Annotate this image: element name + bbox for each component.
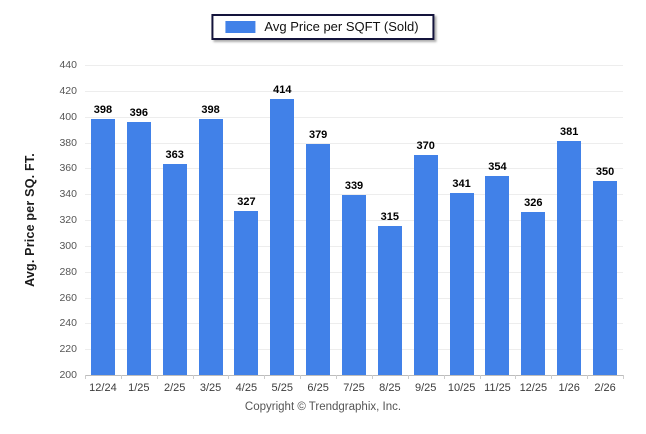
y-tick-label: 260 xyxy=(59,291,77,304)
y-tick-label: 400 xyxy=(59,110,77,123)
y-axis-title: Avg. Price per SQ. FT. xyxy=(23,153,37,287)
y-tick-label: 380 xyxy=(59,136,77,149)
legend-swatch-icon xyxy=(225,20,256,33)
y-tick-label: 280 xyxy=(59,265,77,278)
legend-label: Avg Price per SQFT (Sold) xyxy=(264,19,419,34)
footer-copyright: Copyright © Trendgraphix, Inc. xyxy=(244,401,402,413)
value-label: 339 xyxy=(344,180,364,193)
x-tick-label: 3/25 xyxy=(199,382,222,394)
x-tick-mark xyxy=(551,375,553,379)
x-tick-mark xyxy=(479,375,481,379)
gridline xyxy=(85,142,623,144)
value-label: 414 xyxy=(273,83,292,96)
y-tick-label: 360 xyxy=(59,162,77,175)
x-tick-label: 8/25 xyxy=(379,382,401,394)
y-tick-label: 240 xyxy=(59,317,77,330)
x-tick-mark xyxy=(85,375,86,379)
value-label: 350 xyxy=(595,166,615,179)
value-label: 354 xyxy=(488,161,507,174)
bar xyxy=(90,119,115,375)
x-tick-mark xyxy=(228,375,230,379)
gridline xyxy=(85,116,623,118)
x-tick-mark xyxy=(515,375,517,379)
value-label: 396 xyxy=(129,106,148,119)
gridline xyxy=(85,65,623,66)
x-tick-mark xyxy=(192,375,194,379)
x-tick-mark xyxy=(336,375,338,379)
x-tick-label: 2/25 xyxy=(163,382,186,394)
y-tick-label: 440 xyxy=(59,59,77,71)
bar xyxy=(557,141,582,375)
y-tick-label: 200 xyxy=(59,369,77,381)
bar xyxy=(198,119,223,375)
gridline xyxy=(85,194,623,196)
x-tick-mark xyxy=(443,375,445,379)
axis-baseline xyxy=(85,375,623,376)
bar xyxy=(521,212,546,375)
value-label: 315 xyxy=(380,211,400,224)
value-label: 363 xyxy=(165,149,184,162)
value-label: 398 xyxy=(201,104,220,117)
x-tick-label: 1/25 xyxy=(128,382,150,394)
x-tick-mark xyxy=(156,375,158,379)
x-tick-label: 11/25 xyxy=(484,382,511,394)
x-tick-mark xyxy=(407,375,409,379)
x-tick-label: 2/26 xyxy=(594,382,616,394)
value-label: 326 xyxy=(524,197,543,210)
x-tick-label: 5/25 xyxy=(271,382,293,394)
bar xyxy=(234,210,259,375)
x-tick-mark xyxy=(371,375,373,379)
value-label: 341 xyxy=(452,177,471,190)
y-tick-label: 340 xyxy=(59,188,77,201)
bar xyxy=(485,176,510,375)
bar xyxy=(593,181,618,375)
x-tick-label: 6/25 xyxy=(307,382,329,394)
bar xyxy=(306,143,331,375)
x-tick-mark xyxy=(120,375,122,379)
y-tick-label: 320 xyxy=(59,214,77,226)
x-tick-label: 4/25 xyxy=(235,382,258,394)
value-label: 379 xyxy=(308,128,328,141)
value-label: 398 xyxy=(93,104,113,117)
x-tick-label: 10/25 xyxy=(447,382,476,394)
value-label: 381 xyxy=(560,126,579,139)
bar xyxy=(413,155,438,375)
x-tick-mark xyxy=(587,375,589,379)
bar xyxy=(377,226,402,375)
bar xyxy=(270,98,295,375)
bar xyxy=(162,164,187,375)
gridline xyxy=(85,90,623,92)
bar xyxy=(126,121,151,375)
y-tick-label: 300 xyxy=(59,239,77,252)
x-tick-mark xyxy=(623,375,624,379)
y-tick-label: 220 xyxy=(59,343,77,356)
legend-box: Avg Price per SQFT (Sold) xyxy=(211,14,435,40)
x-tick-mark xyxy=(264,375,266,379)
x-tick-label: 12/24 xyxy=(89,382,117,394)
x-tick-label: 9/25 xyxy=(415,382,437,394)
value-label: 370 xyxy=(416,140,435,153)
bar xyxy=(342,195,366,375)
x-tick-label: 7/25 xyxy=(343,382,365,394)
gridline xyxy=(85,168,623,170)
x-tick-mark xyxy=(300,375,302,379)
x-tick-label: 1/26 xyxy=(558,382,580,394)
x-tick-label: 12/25 xyxy=(519,382,548,394)
value-label: 327 xyxy=(237,195,256,208)
bar xyxy=(449,192,474,375)
y-tick-label: 420 xyxy=(59,84,77,97)
